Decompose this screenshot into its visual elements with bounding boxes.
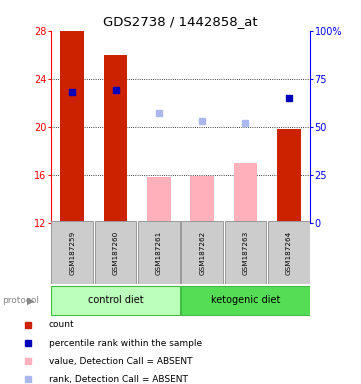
Bar [225, 222, 266, 283]
Bar [51, 222, 93, 283]
Text: control diet: control diet [88, 295, 143, 306]
Text: GSM187259: GSM187259 [69, 230, 75, 275]
Text: ketogenic diet: ketogenic diet [211, 295, 280, 306]
Bar [268, 222, 310, 283]
Bar [277, 129, 301, 223]
Text: GSM187264: GSM187264 [286, 230, 292, 275]
Bar [95, 222, 136, 283]
Text: rank, Detection Call = ABSENT: rank, Detection Call = ABSENT [49, 375, 187, 384]
Text: GSM187262: GSM187262 [199, 230, 205, 275]
Bar [104, 55, 127, 223]
Text: percentile rank within the sample: percentile rank within the sample [49, 339, 202, 348]
Text: count: count [49, 320, 74, 329]
Bar [138, 222, 180, 283]
Text: ▶: ▶ [27, 295, 35, 305]
Text: GSM187261: GSM187261 [156, 230, 162, 275]
Bar [181, 286, 310, 315]
Text: value, Detection Call = ABSENT: value, Detection Call = ABSENT [49, 357, 192, 366]
Bar [147, 177, 171, 223]
Text: GSM187260: GSM187260 [113, 230, 118, 275]
Title: GDS2738 / 1442858_at: GDS2738 / 1442858_at [103, 15, 258, 28]
Bar [181, 222, 223, 283]
Bar [234, 163, 257, 223]
Bar [51, 286, 180, 315]
Bar [60, 31, 84, 223]
Text: protocol: protocol [2, 296, 39, 305]
Text: GSM187263: GSM187263 [243, 230, 248, 275]
Bar [190, 176, 214, 223]
